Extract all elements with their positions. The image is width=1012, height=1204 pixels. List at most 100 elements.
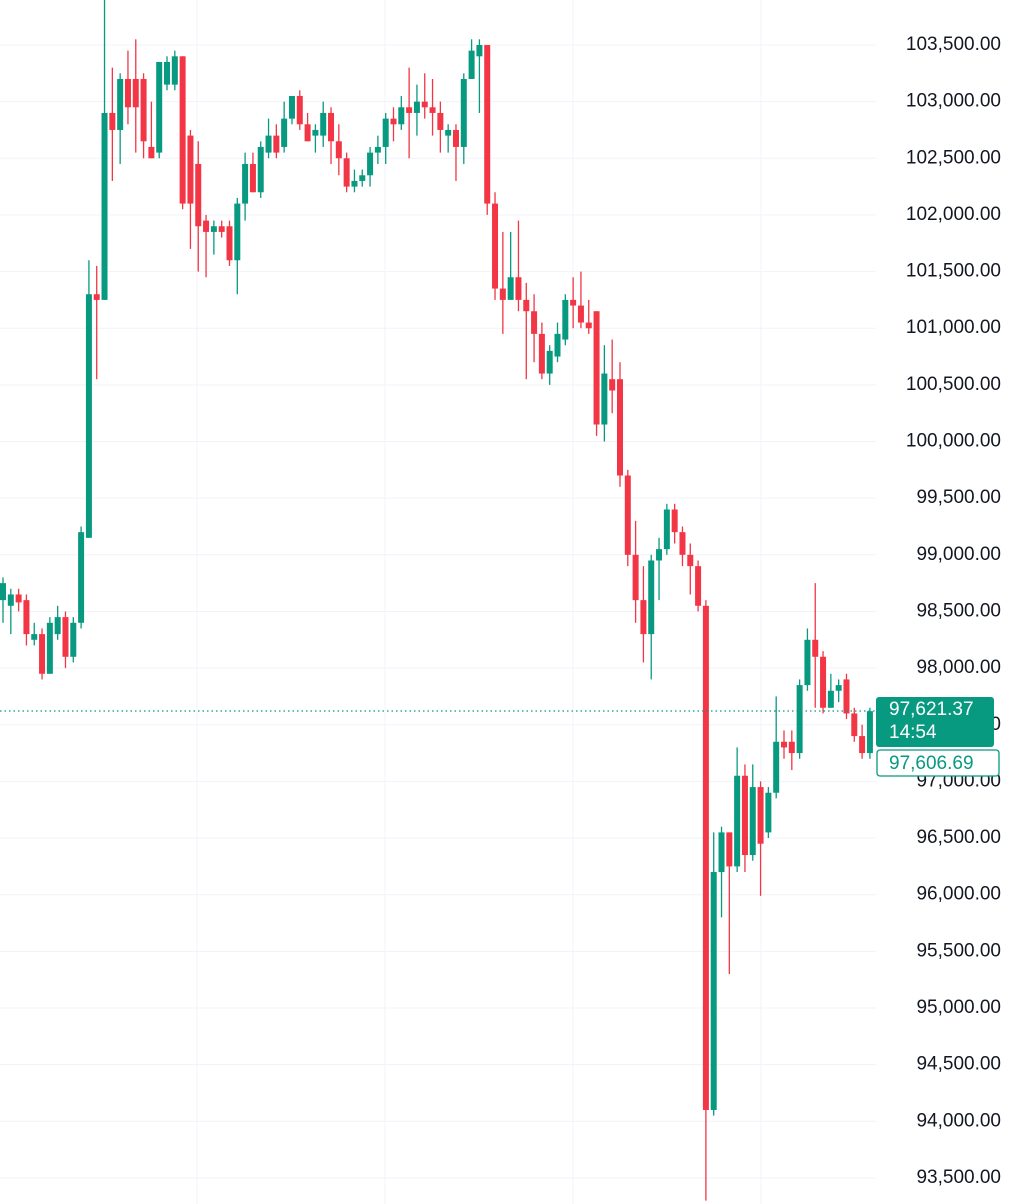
candle-body bbox=[679, 532, 686, 555]
candle-body bbox=[460, 78, 467, 147]
candle-body bbox=[304, 124, 311, 142]
candle-body bbox=[648, 560, 655, 635]
candle-body bbox=[445, 129, 452, 136]
candle-body bbox=[132, 78, 139, 108]
candle-body bbox=[351, 180, 358, 187]
y-tick-label: 101,500.00 bbox=[906, 261, 1001, 282]
y-tick-label: 100,500.00 bbox=[906, 374, 1001, 395]
candle-body bbox=[0, 583, 6, 601]
candle-body bbox=[781, 741, 787, 748]
candle-body bbox=[382, 118, 389, 147]
candle-body bbox=[93, 294, 100, 300]
candle-body bbox=[788, 741, 795, 754]
candle-body bbox=[546, 350, 553, 374]
candle-body bbox=[499, 288, 506, 300]
mark-price-box bbox=[876, 749, 1000, 777]
candle-body bbox=[265, 135, 272, 153]
y-tick-label: 101,000.00 bbox=[906, 317, 1001, 338]
mark-price-label: 97,606.69 bbox=[889, 753, 974, 774]
candle-body bbox=[585, 322, 592, 329]
candle-body bbox=[288, 95, 295, 119]
candle-body bbox=[187, 135, 194, 204]
candle-body bbox=[663, 509, 670, 550]
candle-body bbox=[312, 129, 319, 136]
candle-body bbox=[734, 775, 741, 867]
y-tick-label: 96,000.00 bbox=[916, 884, 1001, 905]
candle-body bbox=[242, 163, 249, 204]
candle-body bbox=[741, 775, 748, 856]
candle-body bbox=[148, 146, 155, 159]
candle-body bbox=[609, 379, 616, 391]
candle-body bbox=[452, 129, 459, 147]
candle-body bbox=[554, 333, 561, 357]
candle-body bbox=[429, 107, 436, 113]
candle-body bbox=[179, 56, 186, 204]
candle-body bbox=[15, 594, 22, 603]
candle-body bbox=[492, 203, 499, 289]
candle-body bbox=[656, 549, 663, 561]
candle-body bbox=[866, 711, 873, 754]
y-tick-label: 99,500.00 bbox=[916, 487, 1001, 508]
candle-body bbox=[85, 294, 92, 538]
candle-body bbox=[820, 656, 827, 708]
y-tick-label: 95,500.00 bbox=[916, 940, 1001, 961]
candle-body bbox=[210, 226, 217, 232]
candle-body bbox=[421, 101, 428, 108]
candle-body bbox=[851, 713, 858, 737]
candle-body bbox=[671, 509, 678, 533]
candle-body bbox=[398, 107, 405, 125]
candle-body bbox=[468, 50, 475, 79]
candle-body bbox=[31, 634, 38, 640]
candle-body bbox=[601, 373, 608, 425]
candle-body bbox=[140, 78, 147, 142]
candle-body bbox=[101, 112, 108, 300]
candle-body bbox=[843, 679, 850, 714]
candle-body bbox=[328, 112, 335, 142]
y-tick-label: 93,500.00 bbox=[916, 1167, 1001, 1188]
candle-body bbox=[70, 622, 77, 657]
candle-body bbox=[124, 78, 131, 108]
candle-body bbox=[7, 594, 14, 606]
candle-body bbox=[812, 639, 819, 657]
candle-body bbox=[859, 736, 866, 754]
candle-body bbox=[273, 135, 280, 153]
candle-body bbox=[218, 226, 225, 232]
candle-body bbox=[695, 566, 702, 606]
candle-body bbox=[249, 163, 256, 193]
candle-body bbox=[367, 152, 374, 176]
candle-body bbox=[296, 95, 303, 125]
candle-body bbox=[257, 146, 264, 193]
candle-body bbox=[570, 299, 577, 306]
candle-body bbox=[343, 158, 350, 187]
candle-body bbox=[624, 475, 631, 555]
y-tick-label: 102,500.00 bbox=[906, 147, 1001, 168]
candle-body bbox=[484, 44, 491, 204]
candle-body bbox=[320, 112, 327, 136]
candle-body bbox=[562, 299, 569, 340]
candle-body bbox=[23, 600, 30, 635]
candle-body bbox=[109, 112, 116, 130]
candle-body bbox=[390, 118, 397, 125]
last-price-label: 97,621.37 bbox=[889, 699, 974, 720]
candle-body bbox=[523, 299, 530, 312]
y-tick-label: 94,500.00 bbox=[916, 1054, 1001, 1075]
candle-body bbox=[54, 617, 61, 635]
candle-body bbox=[476, 44, 483, 57]
candle-body bbox=[164, 61, 171, 85]
candle-body bbox=[515, 277, 522, 300]
candle-body bbox=[796, 685, 803, 754]
candle-body bbox=[507, 277, 514, 300]
candle-body bbox=[632, 554, 639, 601]
candle-body bbox=[234, 203, 241, 261]
candle-body bbox=[374, 146, 381, 153]
candle-body bbox=[538, 333, 545, 374]
candle-body bbox=[835, 685, 842, 691]
y-tick-label: 99,000.00 bbox=[916, 544, 1001, 565]
y-tick-label: 98,500.00 bbox=[916, 600, 1001, 621]
candle-body bbox=[406, 107, 413, 113]
y-tick-label: 95,000.00 bbox=[916, 997, 1001, 1018]
candle-body bbox=[413, 101, 420, 113]
y-tick-label: 98,000.00 bbox=[916, 657, 1001, 678]
candle-body bbox=[62, 617, 69, 657]
